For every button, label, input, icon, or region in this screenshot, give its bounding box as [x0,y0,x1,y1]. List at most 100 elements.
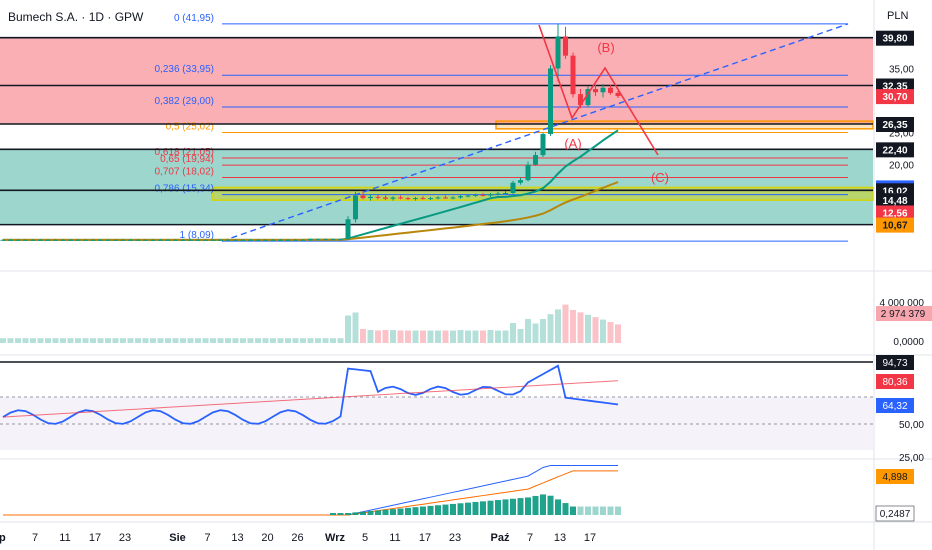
volume-bar [480,330,486,343]
candle [368,196,373,199]
time-axis-label: 5 [362,532,368,544]
candle [60,239,66,241]
volume-bar [52,338,59,343]
price-axis-tick: 25,00 [889,129,914,140]
candle [293,239,298,241]
candle [8,239,13,241]
candle [563,36,568,56]
macd-badge [875,505,915,522]
macd-histogram-bar [600,506,606,515]
macd-histogram-bar [405,507,411,515]
macd-histogram-bar [547,495,554,515]
candle [578,94,583,106]
macd-histogram-bar [585,506,591,515]
macd-histogram-bar [532,495,539,515]
volume-bar [75,338,81,343]
volume-bar [315,338,321,343]
price-badge-text: 30,70 [882,92,907,103]
candle [173,239,178,241]
macd-histogram-bar [495,500,501,515]
fib-label: 0,236 (33,95) [155,64,215,75]
volume-bar [487,330,494,343]
candle [195,239,201,241]
macd-badge [876,469,914,484]
macd-histogram-bar [420,506,426,515]
volume-bar [67,338,74,343]
macd-histogram-bar [427,505,434,515]
volume-bar [450,330,456,343]
price-badge-text: 14,48 [882,196,907,207]
candle [150,239,156,241]
time-axis-label: 17 [89,532,101,544]
candle [210,239,216,241]
rsi-badge [876,374,914,389]
candle [488,194,493,196]
volume-bar [187,338,194,343]
volume-bar [82,338,89,343]
volume-bar [465,330,471,343]
time-axis-label: 11 [59,532,70,544]
time-axis-label: 20 [261,532,273,544]
candle [323,239,328,241]
volume-bar [360,329,366,343]
volume-bar [397,330,404,343]
volume-bar [90,338,96,343]
volume-bar [547,314,554,343]
candle [593,89,598,93]
candle [338,239,343,241]
volume-bar [240,338,246,343]
macd-signal-line [3,470,618,516]
macd-histogram-bar [577,506,584,515]
time-axis-label: 13 [554,532,566,544]
volume-bar [472,330,479,343]
rsi-signal-line [2,380,619,418]
candle [98,239,103,241]
volume-bar [510,323,516,343]
volume-bar [157,338,164,343]
candle [548,68,553,134]
macd-histogram-bar [487,500,494,515]
candle [330,239,336,241]
candle [480,194,486,196]
macd-histogram-bar [562,503,569,515]
candle [600,87,606,93]
volume-bar [127,338,134,343]
rsi-band [0,397,873,450]
price-badge [876,193,914,209]
candle [90,239,96,241]
candle [53,239,58,241]
volume-bar [277,338,284,343]
candle [203,239,208,241]
volume-bar [0,338,6,343]
volume-bar [15,338,21,343]
candle [143,239,148,241]
candle [180,239,186,241]
macd-histogram-bar [480,501,486,515]
volume-bar [352,312,359,343]
volume-bar [562,304,569,343]
macd-histogram-bar [472,501,479,515]
price-badge [876,89,914,105]
volume-bar [255,338,261,343]
volume-bar [60,338,66,343]
volume-bar [337,338,344,343]
candle [390,197,396,199]
candle [315,239,321,241]
volume-bar [180,338,186,343]
zone [0,149,873,191]
currency-label: PLN [887,10,909,22]
volume-bar [210,338,216,343]
candle [503,192,508,194]
candle [375,196,381,198]
macd-histogram-bar [412,507,419,515]
fib-label: 0 (41,95) [174,13,214,24]
macd-histogram-bar [517,498,524,515]
fib-label: 0,65 (19,94) [160,154,214,165]
price-badge-text: 12,56 [882,208,907,219]
candle [353,195,358,220]
volume-bar [555,309,561,343]
candle [518,180,523,183]
candle [278,239,283,241]
volume-bar [427,330,434,343]
